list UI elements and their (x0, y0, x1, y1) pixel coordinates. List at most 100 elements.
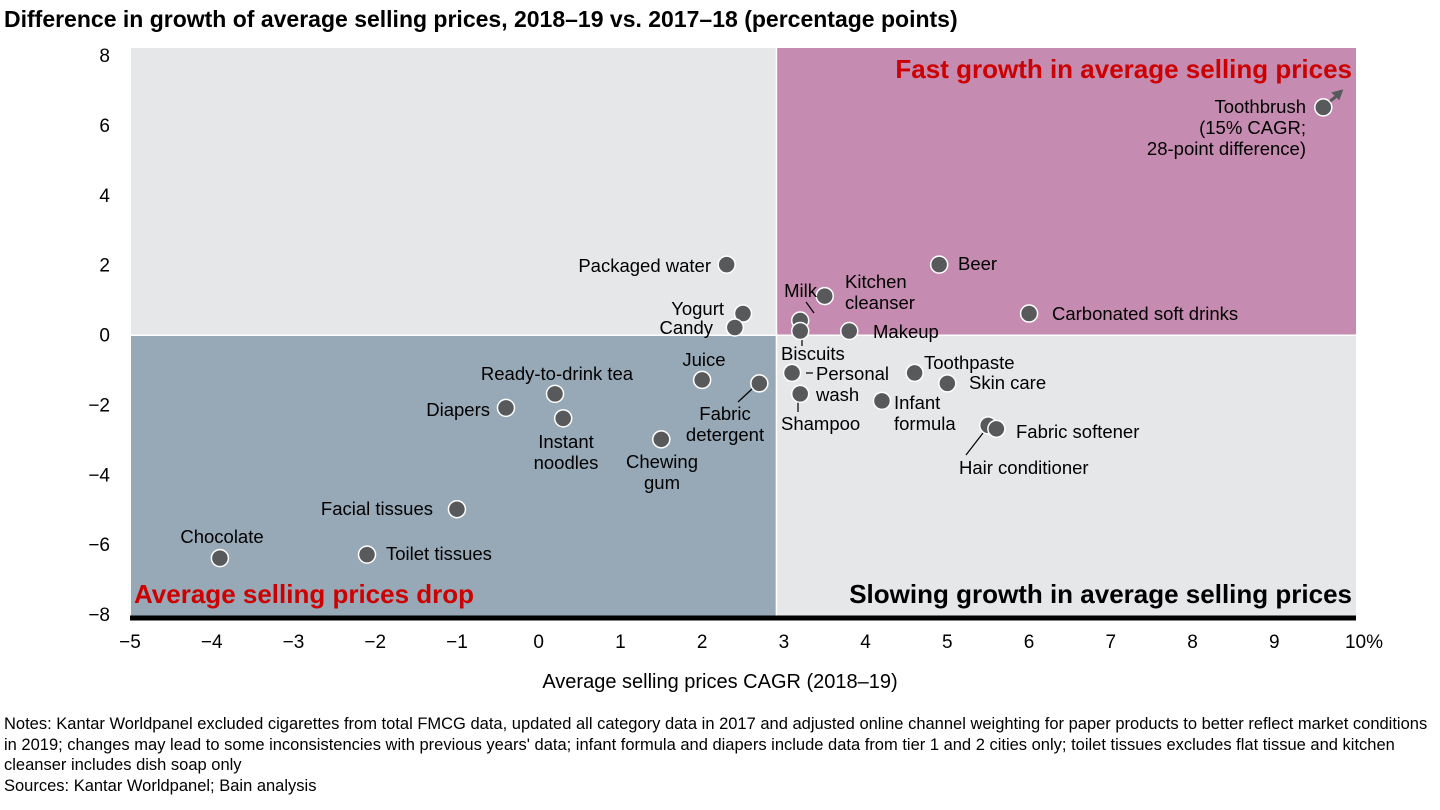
data-label: Yogurt (671, 298, 724, 319)
data-label: Carbonated soft drinks (1052, 303, 1238, 324)
data-point (938, 374, 957, 393)
data-label: Toilet tissues (386, 543, 492, 564)
data-point (815, 286, 834, 306)
data-label: Chocolate (180, 526, 263, 547)
data-label-line: Facial tissues (321, 498, 433, 519)
x-tick-label: 7 (1106, 632, 1117, 653)
leader-line (737, 388, 753, 403)
data-point (545, 384, 565, 404)
data-point (987, 419, 1006, 439)
x-tick-label: 10% (1345, 632, 1383, 653)
data-label: Diapers (426, 399, 490, 420)
quadrant-label-slowing-growth: Slowing growth in average selling prices (849, 579, 1352, 609)
x-tick-label: 8 (1187, 632, 1198, 653)
data-label-line: Skin care (969, 372, 1046, 393)
notes: Notes: Kantar Worldpanel excluded cigare… (4, 714, 1440, 796)
data-label-line: (15% CAGR; (1199, 117, 1306, 138)
quadrant-label-fast-growth: Fast growth in average selling prices (895, 54, 1352, 84)
data-label-line: Fabric softener (1016, 421, 1139, 442)
y-tick-label: −8 (88, 605, 110, 626)
quadrant-bottom-left (130, 336, 776, 617)
x-tick-label: 2 (697, 632, 708, 653)
y-tick-label: 2 (99, 256, 110, 277)
data-point (733, 304, 753, 323)
x-tick-label: −4 (201, 632, 223, 653)
data-label: Juice (682, 349, 725, 370)
quadrant-bottom-right (777, 336, 1356, 617)
data-label-line: Candy (660, 317, 714, 338)
data-label: Toothpaste (924, 352, 1015, 373)
data-label-line: Diapers (426, 399, 490, 420)
y-tick-label: −4 (88, 465, 110, 486)
data-label: Milk (784, 280, 818, 301)
quadrant-top-right (777, 48, 1356, 335)
data-point (1314, 98, 1333, 117)
data-label-line: Makeup (873, 321, 939, 342)
data-label-line: noodles (534, 452, 599, 473)
data-label-line: formula (894, 413, 956, 434)
data-label: Makeup (873, 321, 939, 342)
x-tick-label: −3 (283, 632, 305, 653)
data-label: Biscuits (781, 343, 845, 364)
data-label-line: gum (644, 472, 680, 493)
data-label-line: Infant (894, 392, 940, 413)
data-label: Facial tissues (321, 498, 433, 519)
data-point (872, 391, 892, 411)
data-point (790, 384, 810, 404)
data-label-line: 28-point difference) (1147, 138, 1306, 159)
x-tick-label: 6 (1024, 632, 1035, 653)
data-point (929, 255, 949, 274)
sources-text: Sources: Kantar Worldpanel; Bain analysi… (4, 776, 317, 795)
scatter-chart: Fast growth in average selling prices Ave… (88, 46, 1383, 693)
data-label: Fabric softener (1016, 421, 1139, 442)
x-tick-label: 3 (779, 632, 790, 653)
y-tick-label: 8 (99, 46, 110, 67)
data-label: Personal wash (815, 363, 889, 405)
data-point (447, 499, 467, 519)
data-label-line: Instant (538, 431, 594, 452)
data-label-line: Toothbrush (1214, 96, 1306, 117)
data-point (790, 321, 810, 341)
data-label-line: Shampoo (781, 413, 860, 434)
data-label-line: Juice (682, 349, 725, 370)
data-point (717, 255, 736, 274)
data-label-line: Fabric (699, 403, 750, 424)
data-label: Ready-to-drink tea (481, 363, 634, 384)
data-point (840, 321, 859, 341)
y-tick-label: −2 (88, 395, 110, 416)
data-point (1019, 304, 1039, 323)
data-label-line: Toilet tissues (386, 543, 492, 564)
data-label: Shampoo (781, 413, 860, 434)
data-point (692, 370, 712, 390)
data-label: Beer (958, 253, 997, 274)
data-label: Packaged water (578, 255, 711, 276)
y-tick-label: 6 (99, 116, 110, 137)
data-point (750, 374, 769, 393)
data-label-line: Personal (816, 363, 889, 384)
data-point (496, 398, 516, 418)
data-label: Skin care (969, 372, 1046, 393)
y-tick-label: −6 (88, 535, 110, 556)
data-label: Chewing gum (626, 451, 698, 493)
x-tick-label: 9 (1269, 632, 1280, 653)
y-tick-label: 4 (99, 186, 110, 207)
quadrant-label-price-drop: Average selling prices drop (134, 579, 474, 609)
data-label-line: Biscuits (781, 343, 845, 364)
data-label: Hair conditioner (959, 457, 1089, 478)
data-label: Toothbrush (15% CAGR; 28-point difference) (1147, 96, 1306, 159)
data-label-line: Packaged water (578, 255, 711, 276)
data-point (210, 548, 230, 568)
chart-title: Difference in growth of average selling … (4, 6, 958, 32)
x-tick-label: 4 (860, 632, 871, 653)
data-label-line: Chewing (626, 451, 698, 472)
data-point (905, 363, 924, 383)
x-tick-label: 1 (615, 632, 626, 653)
data-point (782, 363, 802, 383)
data-label: Candy (660, 317, 714, 338)
leader-line (965, 432, 984, 456)
x-tick-label: −2 (364, 632, 386, 653)
data-label: Fabric detergent (686, 403, 764, 445)
data-point (652, 430, 671, 449)
quadrant-top-left (130, 48, 776, 335)
data-label-line: Hair conditioner (959, 457, 1089, 478)
